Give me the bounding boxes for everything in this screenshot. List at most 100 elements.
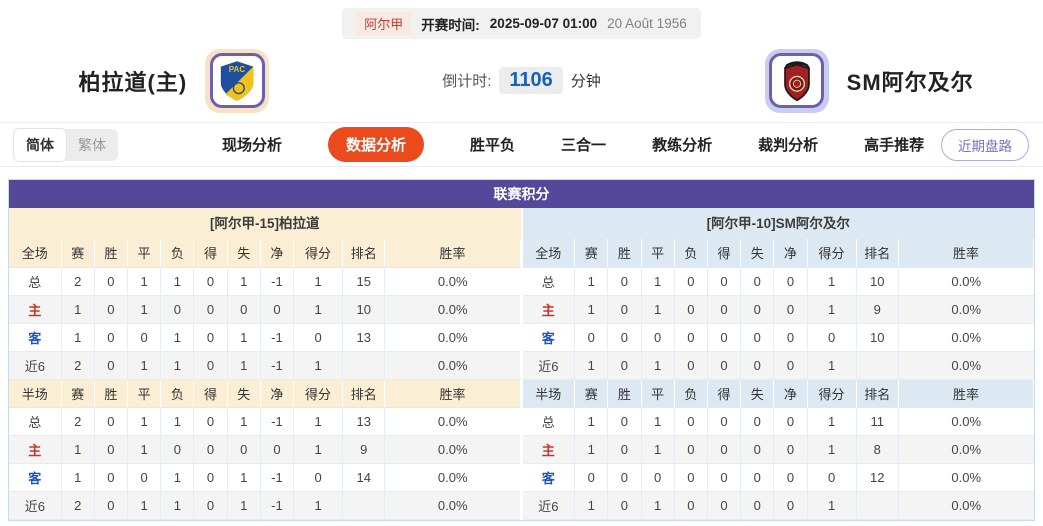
nav-tab-6[interactable]: 高手推荐: [864, 137, 925, 154]
stat-cell: 0: [607, 295, 642, 324]
stat-cell: 0: [773, 463, 808, 492]
row-label: 近6: [522, 351, 576, 380]
column-header: 平: [641, 239, 675, 268]
stat-cell: 0: [773, 491, 808, 520]
stat-cell: 0: [674, 323, 708, 352]
stat-cell: 1: [127, 435, 162, 464]
away-stats-table: 全场赛胜平负得失净得分 排名 胜率总 1 0 1 0 0 0 0 1 10 0.0% 主 1 0 1 0 0 0 0 1 9…: [522, 239, 1035, 520]
away-team-logo: [764, 48, 829, 113]
nav-tab-1[interactable]: 数据分析: [328, 127, 425, 162]
column-header: 赛: [574, 239, 609, 268]
lang-traditional[interactable]: 繁体: [78, 136, 106, 153]
stat-cell: 0: [227, 295, 261, 324]
column-header: 赛: [61, 239, 95, 268]
stat-cell: 1: [227, 407, 261, 436]
column-header: 排名: [856, 379, 899, 408]
nav-tab-3[interactable]: 三合一: [561, 137, 607, 154]
table-row: 总 2 0 1 1 0 1 -1 1 13 0.0%: [9, 407, 520, 436]
stat-cell: 9: [856, 295, 899, 324]
stat-cell: 0: [193, 351, 228, 380]
column-header: 胜率: [898, 239, 1035, 268]
column-header: 胜率: [384, 379, 521, 408]
stat-cell: 0: [607, 351, 642, 380]
stat-cell: 1: [227, 463, 261, 492]
section-header-row: 全场赛胜平负得失净得分 排名 胜率: [9, 239, 521, 268]
column-header: 负: [160, 379, 195, 408]
nav-tab-2[interactable]: 胜平负: [470, 137, 516, 154]
stat-cell: 10: [856, 267, 899, 296]
nav-tab-0[interactable]: 现场分析: [222, 137, 283, 154]
recent-trend-button[interactable]: 近期盘路: [941, 128, 1029, 161]
stat-cell: 2: [61, 491, 95, 520]
stat-cell: 1: [127, 491, 162, 520]
column-header: 得分: [807, 239, 857, 268]
stat-cell: 14: [342, 463, 386, 492]
stat-cell: 1: [574, 407, 609, 436]
stat-cell: 0: [773, 323, 808, 352]
stat-cell: 0.0%: [384, 435, 520, 464]
stat-cell: 0.0%: [384, 407, 520, 436]
countdown: 倒计时: 1106 分钟: [348, 67, 696, 94]
column-header: 得分: [293, 239, 344, 268]
stat-cell: [856, 351, 899, 380]
stat-cell: 1: [127, 407, 162, 436]
table-row: 客 0 0 0 0 0 0 0 0 12 0.0%: [522, 463, 1034, 492]
league-badge[interactable]: 阿尔甲: [356, 12, 412, 35]
column-header: 净: [260, 379, 295, 408]
stat-cell: 1: [61, 323, 95, 352]
stat-cell: 0: [740, 491, 775, 520]
stat-cell: 0.0%: [384, 267, 520, 296]
stat-cell: 0.0%: [898, 407, 1034, 436]
table-row: 主 1 0 1 0 0 0 0 1 9 0.0%: [522, 295, 1034, 324]
stat-cell: 1: [574, 267, 609, 296]
stat-cell: 0: [740, 351, 775, 380]
stat-cell: 12: [856, 463, 899, 492]
row-label: 客: [9, 463, 62, 492]
row-label: 总: [522, 407, 576, 436]
stat-cell: 0: [193, 435, 228, 464]
stat-cell: 1: [227, 323, 261, 352]
stat-cell: 0: [160, 435, 195, 464]
away-team-band: [阿尔甲-10]SM阿尔及尔: [522, 208, 1034, 239]
stat-cell: -1: [260, 351, 295, 380]
match-info-inner: 阿尔甲 开赛时间: 2025-09-07 01:00 20 Août 1956: [342, 8, 701, 39]
stat-cell: 1: [160, 351, 195, 380]
stat-cell: 1: [641, 295, 675, 324]
stat-cell: 0: [94, 491, 129, 520]
lang-simplified[interactable]: 简体: [13, 127, 67, 162]
stat-cell: 1: [293, 351, 344, 380]
stat-cell: 15: [342, 267, 386, 296]
stat-cell: 1: [641, 351, 675, 380]
stat-cell: 0: [740, 435, 775, 464]
home-stats-half: [阿尔甲-15]柏拉道 全场赛胜平负得失净得分 排名 胜率总 2 0 1 1 0 1 -1 1 15 0…: [9, 208, 521, 520]
kickoff-time: 2025-09-07 01:00: [489, 16, 598, 31]
stat-cell: 0: [94, 295, 129, 324]
league-points-table: 联赛积分 [阿尔甲-15]柏拉道 全场赛胜平负得失净得分 排名 胜率总 2 0 1 1 0 1-…: [8, 179, 1035, 521]
stat-cell: 0: [674, 435, 708, 464]
nav-tab-4[interactable]: 教练分析: [652, 137, 713, 154]
stat-cell: 0: [94, 463, 129, 492]
table-row: 主 1 0 1 0 0 0 0 1 10 0.0%: [9, 295, 520, 324]
column-header: 平: [127, 379, 162, 408]
stat-cell: 1: [293, 491, 344, 520]
column-header: 胜: [94, 379, 129, 408]
nav-tab-5[interactable]: 裁判分析: [758, 137, 819, 154]
stat-cell: 0: [773, 267, 808, 296]
stat-cell: -1: [260, 267, 295, 296]
stat-cell: 2: [61, 351, 95, 380]
stat-cell: 1: [61, 295, 95, 324]
column-header: 胜率: [898, 379, 1035, 408]
stat-cell: 0: [260, 435, 295, 464]
stat-cell: 0: [293, 463, 344, 492]
stat-cell: 0: [807, 463, 857, 492]
stat-cell: 0.0%: [898, 463, 1034, 492]
column-header: 胜: [607, 379, 642, 408]
table-row: 总 1 0 1 0 0 0 0 1 11 0.0%: [522, 407, 1034, 436]
stat-cell: 0: [773, 435, 808, 464]
section-header-row: 半场赛胜平负得失净得分 排名 胜率: [9, 379, 521, 408]
match-header: 柏拉道(主) PAC 倒计时: 1106 分钟: [0, 39, 1043, 123]
stat-cell: 0: [127, 323, 162, 352]
column-header: 失: [740, 239, 775, 268]
stat-cell: 0: [707, 463, 742, 492]
stat-cell: 1: [227, 351, 261, 380]
